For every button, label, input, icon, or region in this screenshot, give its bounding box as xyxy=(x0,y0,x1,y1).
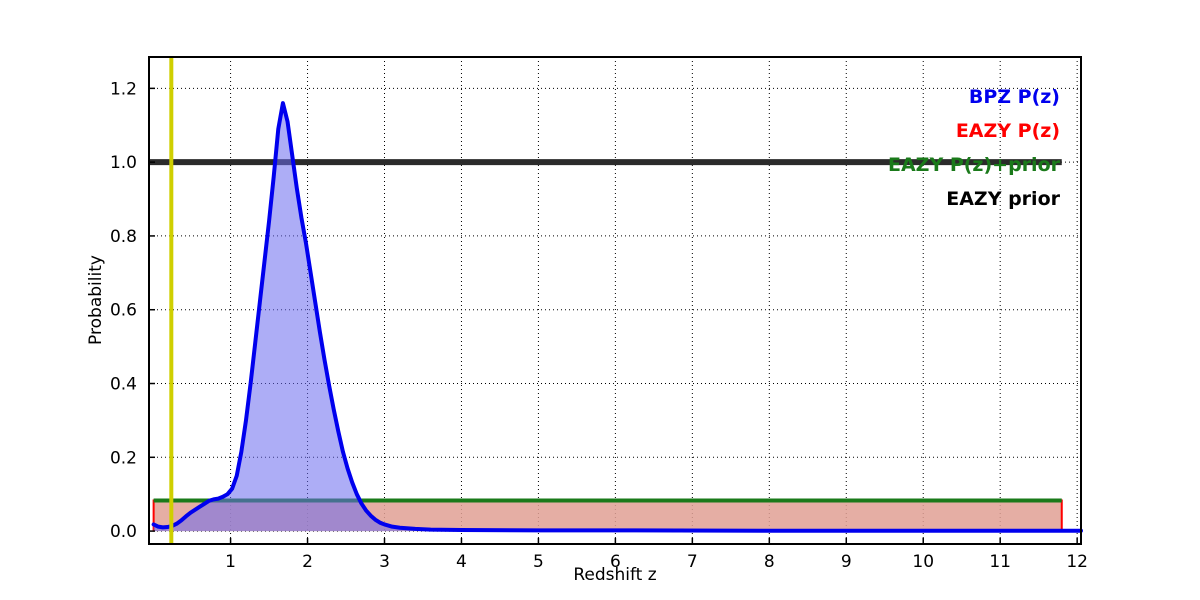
legend-item-3: EAZY P(z)+prior xyxy=(888,154,1061,176)
y-axis-title: Probability xyxy=(86,255,106,345)
y-tick-label: 1.2 xyxy=(110,79,137,99)
y-tick-label: 1.0 xyxy=(110,153,137,173)
bpz-pz-fill xyxy=(153,103,1081,532)
y-tick-label: 0.6 xyxy=(110,301,137,321)
x-tick-label: 9 xyxy=(841,552,852,572)
bpz-pz-curve xyxy=(151,101,1083,533)
legend-item-2: EAZY P(z) xyxy=(956,120,1060,142)
legend: BPZ P(z) EAZY P(z) EAZY P(z)+prior EAZY pri… xyxy=(888,86,1061,210)
x-tick-label: 5 xyxy=(533,552,544,572)
x-tick-label: 10 xyxy=(912,552,934,572)
x-tick-label: 3 xyxy=(379,552,390,572)
y-tick-label: 0.2 xyxy=(110,448,137,468)
x-tick-label: 8 xyxy=(764,552,775,572)
legend-item-1: BPZ P(z) xyxy=(969,86,1060,108)
x-tick-label: 12 xyxy=(1066,552,1088,572)
x-tick-label: 11 xyxy=(989,552,1011,572)
data-series-layer xyxy=(149,101,1083,533)
tick-marks-and-labels: 1 2 3 4 5 6 7 8 9 10 11 120.00.20.40.60.81.01.2 xyxy=(110,79,1088,572)
x-tick-label: 4 xyxy=(456,552,467,572)
y-tick-label: 0.4 xyxy=(110,375,137,395)
x-tick-label: 7 xyxy=(687,552,698,572)
legend-item-4: EAZY prior xyxy=(946,188,1060,210)
x-axis-title: Redshift z xyxy=(573,565,656,585)
x-tick-label: 2 xyxy=(302,552,313,572)
y-tick-label: 0.8 xyxy=(110,227,137,247)
y-tick-label: 0.0 xyxy=(110,522,137,542)
x-tick-label: 1 xyxy=(225,552,236,572)
x-tick-label: 6 xyxy=(610,552,621,572)
